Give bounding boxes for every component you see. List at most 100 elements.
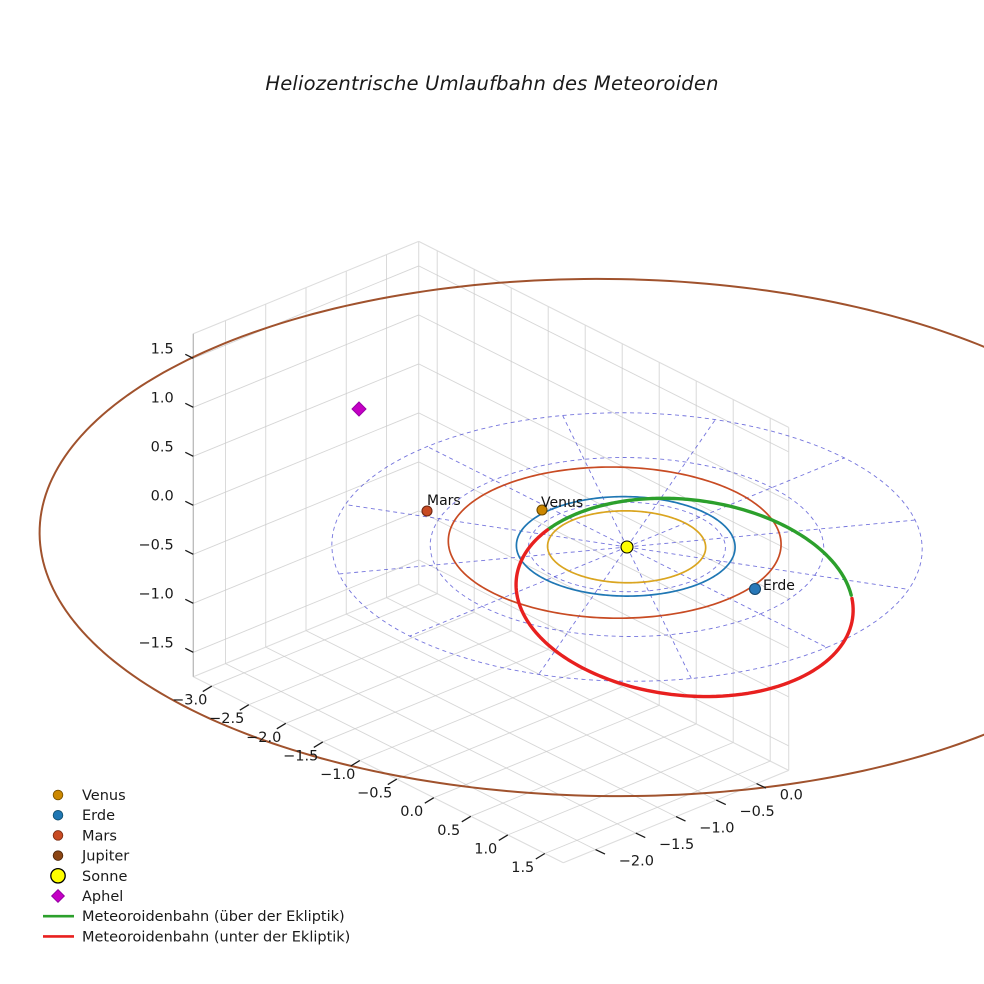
pane-grid-line [418, 265, 789, 453]
ytick-4: 0.0 [780, 788, 803, 804]
xtick-0: −3.0 [172, 693, 207, 709]
xtick-7: 0.5 [437, 823, 460, 839]
xtick-8: 1.0 [474, 841, 497, 857]
xtick-5-mark [387, 778, 398, 786]
pane-grid-line [418, 363, 789, 551]
legend-item[interactable]: Aphel [50, 888, 124, 905]
pane-grid-line [418, 510, 789, 698]
xtick-4-mark [350, 759, 361, 767]
legend-item[interactable]: Meteoroidenbahn (unter der Ekliptik) [43, 929, 350, 945]
polar-grid-ray [626, 546, 692, 679]
pane-grid-line [225, 663, 596, 851]
ytick-4-mark [756, 783, 767, 789]
ztick-2-mark [185, 451, 194, 457]
polar-grid-circle [429, 457, 825, 637]
ztick-5-mark [185, 598, 194, 604]
xtick-0-mark [202, 685, 213, 693]
ztick-4-mark [185, 549, 194, 555]
marker-sonne [620, 540, 634, 554]
legend-item[interactable]: Erde [52, 808, 115, 824]
ytick-0: −2.0 [619, 854, 654, 870]
legend-marker-icon [52, 850, 64, 861]
legend-marker-icon [52, 809, 64, 821]
polar-grid-ray [338, 546, 628, 575]
xtick-3: −1.5 [283, 748, 318, 764]
legend-marker-icon [52, 830, 64, 841]
pane-grid-line [193, 240, 419, 335]
legend-diamond-icon [50, 888, 66, 904]
pane-grid-line [305, 630, 677, 818]
xtick-6: 0.0 [400, 804, 423, 820]
legend-item-label: Sonne [82, 869, 127, 885]
pane-grid-line [193, 510, 419, 604]
marker-venus [536, 504, 548, 516]
ztick-3: 0.0 [151, 489, 174, 505]
pane-grid-line [418, 314, 789, 502]
label-mars: Mars [427, 493, 461, 509]
pane-grid-line [193, 314, 419, 408]
xtick-9: 1.5 [511, 860, 534, 876]
legend-marker-icon [52, 789, 64, 801]
ztick-0-mark [185, 353, 194, 359]
pane-grid-line [193, 676, 564, 864]
axis-ticks: 1.51.00.50.0−0.5−1.0−1.5−3.0−2.5−2.0−1.5… [138, 342, 802, 876]
legend-item-label: Meteoroidenbahn (unter der Ekliptik) [82, 929, 350, 945]
legend-item[interactable]: Jupiter [52, 849, 129, 865]
xtick-2: −2.0 [246, 730, 281, 746]
xtick-7-mark [461, 815, 472, 823]
xtick-1: −2.5 [209, 711, 244, 727]
marker-mars [421, 505, 433, 517]
pane-grid-line [386, 597, 757, 785]
legend-sun-icon [50, 867, 66, 884]
axes-panes [192, 240, 790, 864]
polar-grid-ray [626, 546, 909, 590]
legend-item[interactable]: Mars [52, 828, 117, 844]
ztick-1-mark [185, 402, 194, 408]
orbit-curves [38, 277, 984, 798]
ztick-0: 1.5 [151, 342, 174, 358]
legend-item[interactable]: Sonne [50, 867, 128, 885]
polar-grid-circle [331, 412, 923, 682]
ytick-2: −1.0 [699, 821, 734, 837]
marker-erde [748, 582, 762, 596]
ztick-1: 1.0 [151, 391, 174, 407]
legend-item-label: Venus [82, 788, 126, 804]
xtick-5: −0.5 [357, 786, 392, 802]
ztick-2: 0.5 [151, 440, 174, 456]
body-markers [351, 401, 762, 596]
ytick-3-mark [715, 799, 727, 806]
polar-grid-ray [626, 419, 716, 548]
legend-item-label: Meteoroidenbahn (über der Ekliptik) [82, 909, 345, 925]
xtick-3-mark [313, 741, 324, 748]
ztick-4: −0.5 [138, 538, 173, 554]
polar-grid-ray [626, 457, 845, 548]
ytick-1: −1.5 [659, 837, 694, 853]
pane-grid-line [418, 559, 789, 747]
xtick-2-mark [276, 722, 287, 730]
legend[interactable]: Venus Erde Mars Jupiter Sonne Aphel Meteoroide… [43, 788, 350, 945]
legend-item[interactable]: Meteoroidenbahn (über der Ekliptik) [43, 909, 345, 925]
ztick-5: −1.0 [138, 587, 173, 603]
page-title: Heliozentrische Umlaufbahn des Meteoroid… [265, 72, 719, 95]
xtick-4: −1.0 [320, 767, 355, 783]
polar-grid-ray [562, 415, 628, 548]
legend-item[interactable]: Venus [52, 788, 126, 804]
pane-grid-line [193, 265, 419, 359]
polar-grid-ray [345, 504, 628, 548]
label-venus: Venus [541, 495, 583, 511]
pane-grid-line [193, 412, 419, 506]
xtick-9-mark [535, 852, 546, 860]
pane-grid-line [418, 461, 789, 649]
marker-aphel [351, 401, 367, 417]
pane-grid-line [193, 559, 419, 653]
body-labels: Venus Erde Mars [427, 493, 795, 594]
ytick-1-mark [635, 832, 646, 839]
orbit-meteoroid-above-ecliptic [583, 496, 853, 597]
ytick-0-mark [595, 849, 606, 855]
pane-grid-line [265, 646, 636, 834]
label-erde: Erde [763, 578, 795, 594]
xtick-6-mark [424, 797, 435, 804]
legend-item-label: Erde [82, 808, 115, 824]
